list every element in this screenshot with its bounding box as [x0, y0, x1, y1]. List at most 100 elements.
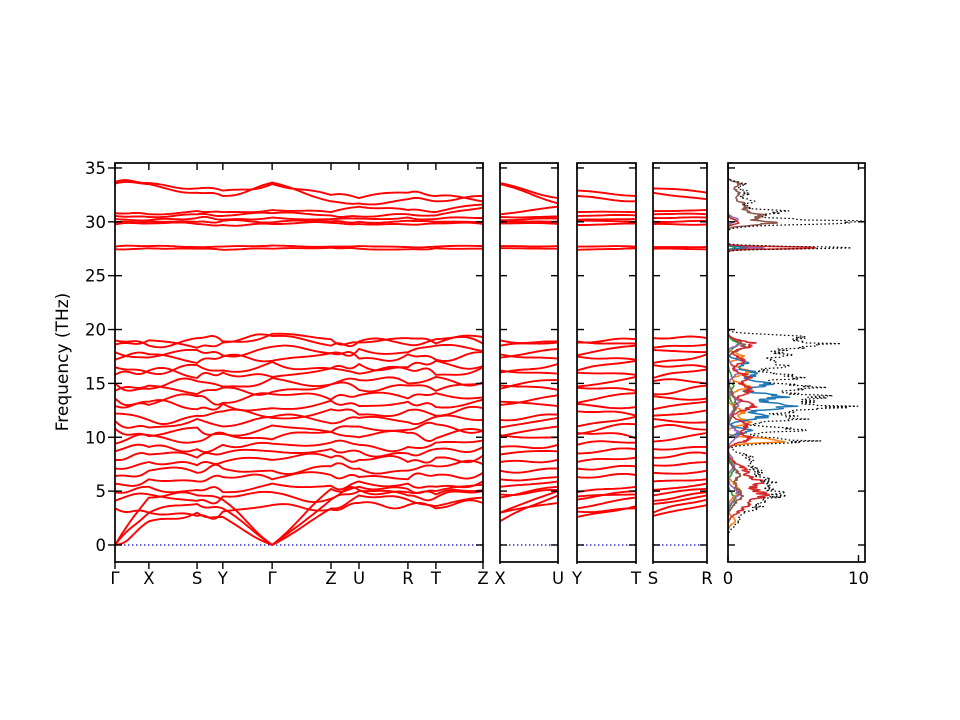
phonon-band [576, 464, 637, 471]
phonon-band [114, 215, 483, 222]
phonon-band [652, 216, 708, 220]
kpoint-label: R [402, 569, 413, 588]
phonon-band [499, 379, 559, 390]
y-tick-label: 0 [96, 536, 107, 555]
phonon-band [499, 489, 558, 497]
phonon-band [114, 375, 484, 392]
pdos-orange-curve [728, 163, 786, 545]
dos-tick-label: 10 [848, 569, 869, 588]
phonon-band [576, 371, 637, 376]
phonon-band [500, 217, 559, 222]
phonon-band [114, 471, 484, 487]
phonon-band [577, 219, 637, 223]
phonon-band [576, 355, 637, 361]
phonon-band [576, 402, 637, 410]
panel-frame [576, 162, 637, 563]
phonon-band [114, 332, 484, 349]
phonon-band [499, 347, 559, 359]
kpoint-label: Z [325, 569, 336, 588]
kpoint-label: S [192, 569, 202, 588]
phonon-band [499, 480, 559, 488]
phonon-band [652, 353, 708, 364]
phonon-band [576, 485, 637, 494]
phonon-band [499, 363, 559, 374]
phonon-band [114, 180, 483, 206]
phonon-band [652, 498, 708, 514]
phonon-band [652, 469, 708, 475]
phonon-band [652, 368, 708, 379]
total-dos-curve [728, 163, 865, 545]
phonon-band [652, 191, 708, 201]
phonon-band [114, 480, 484, 494]
phonon-band [114, 428, 484, 445]
phonon-band [499, 341, 559, 347]
panel-frame [499, 162, 559, 563]
y-tick-label: 35 [85, 159, 106, 178]
phonon-band [652, 222, 708, 226]
phonon-band [114, 179, 484, 203]
phonon-band [114, 452, 484, 470]
phonon-band [652, 423, 708, 431]
phonon-band [652, 400, 708, 411]
kpoint-label: T [430, 569, 442, 588]
phonon-band [500, 222, 559, 225]
phonon-band [114, 439, 484, 454]
kpoint-label: S [648, 569, 658, 588]
kpoint-label: Z [477, 569, 488, 588]
phonon-band [576, 456, 637, 463]
phonon-band [652, 349, 708, 354]
phonon-band [576, 375, 637, 388]
phonon-band [114, 219, 484, 224]
phonon-band [652, 478, 708, 483]
phonon-band [499, 458, 559, 464]
phonon-band [652, 219, 708, 223]
kpoint-label: R [701, 569, 712, 588]
phonon-band [500, 247, 558, 250]
phonon-band [114, 446, 484, 461]
kpoint-label: U [353, 569, 365, 588]
phonon-band [114, 343, 484, 359]
panel-frame [114, 162, 484, 563]
phonon-band [576, 415, 637, 428]
phonon-band [653, 247, 707, 251]
kpoint-label: X [143, 569, 154, 588]
panel-frame [652, 162, 708, 563]
panel-frame [727, 162, 866, 563]
pdos-brown-curve [728, 163, 779, 545]
phonon-band [576, 422, 637, 435]
y-tick-label: 5 [96, 482, 107, 501]
phonon-band [576, 440, 637, 446]
phonon-band [499, 434, 558, 439]
phonon-band [114, 333, 484, 349]
phonon-band [652, 187, 708, 194]
phonon-band [652, 343, 708, 349]
phonon-band [114, 244, 484, 249]
phonon-band [652, 488, 708, 497]
phonon-band [499, 425, 559, 438]
phonon-band [576, 472, 637, 479]
phonon-band [499, 413, 559, 422]
phonon-band [499, 215, 559, 219]
phonon-band [576, 410, 637, 417]
phonon-band [114, 499, 484, 520]
phonon-band [652, 445, 708, 451]
phonon-band [577, 222, 637, 226]
phonon-band [652, 384, 708, 396]
phonon-band [499, 450, 559, 456]
phonon-band [652, 504, 708, 517]
dos-panel [728, 163, 865, 545]
phonon-band [499, 467, 558, 474]
phonon-band [577, 214, 637, 217]
phonon-band [576, 507, 636, 514]
phonon-band [652, 494, 708, 505]
pdos-red-curve [728, 163, 817, 545]
phonon-band [114, 221, 484, 227]
phonon-band [652, 461, 708, 467]
phonon-band [499, 183, 559, 205]
kpoint-label: Γ [268, 569, 278, 588]
y-tick-label: 20 [85, 321, 106, 340]
phonon-band [576, 195, 636, 203]
y-tick-label: 10 [85, 428, 106, 447]
